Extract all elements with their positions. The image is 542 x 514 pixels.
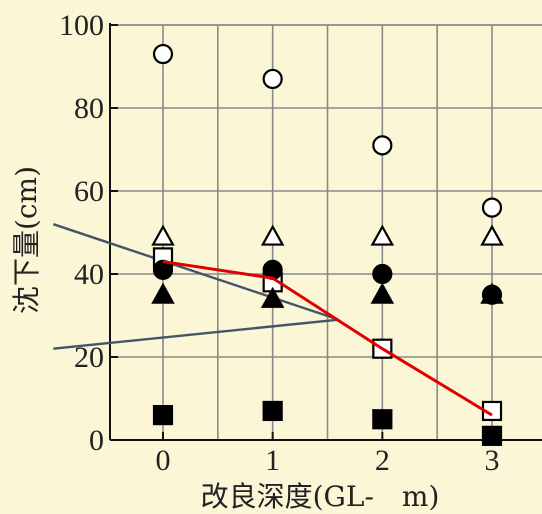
x-tick-label-1: 1 [265, 444, 280, 477]
point-filled-triangle-0 [151, 282, 175, 304]
point-open-circle-0 [152, 43, 174, 65]
point-open-triangle-2 [370, 224, 395, 246]
point-filled-triangle-1 [260, 286, 285, 308]
x-tick-labels: 0 1 2 3 [156, 444, 500, 477]
lines [52, 223, 339, 350]
point-open-circle-1 [262, 68, 283, 90]
x-axis-title: 改良深度(GL- m) [201, 480, 440, 513]
point-open-triangle-3 [480, 224, 504, 246]
x-tick-label-2: 2 [375, 444, 390, 477]
x-tick-label-3: 3 [485, 444, 500, 477]
y-tick-label-0: 0 [89, 424, 104, 457]
point-filled-triangle-2 [370, 282, 395, 304]
x-tick-label-0: 0 [156, 444, 171, 477]
point-open-triangle-1 [260, 224, 285, 246]
point-filled-square-0 [152, 405, 174, 426]
trend-line [162, 260, 493, 417]
point-open-circle-3 [481, 197, 503, 218]
point-open-circle-2 [372, 135, 393, 156]
point-filled-square-2 [372, 409, 393, 430]
y-tick-label-100: 100 [59, 9, 104, 42]
point-filled-circle-0 [152, 259, 174, 280]
point-filled-square-3 [481, 425, 503, 446]
point-filled-square-1 [262, 400, 283, 422]
axes [109, 23, 542, 441]
callout-line-1 [52, 223, 339, 321]
point-open-triangle-0 [151, 224, 175, 246]
y-tick-label-60: 60 [74, 175, 104, 208]
point-filled-triangle-3 [480, 282, 504, 304]
y-tick-label-40: 40 [74, 258, 104, 291]
y-tick-label-80: 80 [74, 92, 104, 125]
y-axis-title: 沈下量(cm) [10, 166, 43, 314]
callout-line-2 [53, 318, 339, 350]
point-filled-circle-2 [372, 263, 393, 285]
